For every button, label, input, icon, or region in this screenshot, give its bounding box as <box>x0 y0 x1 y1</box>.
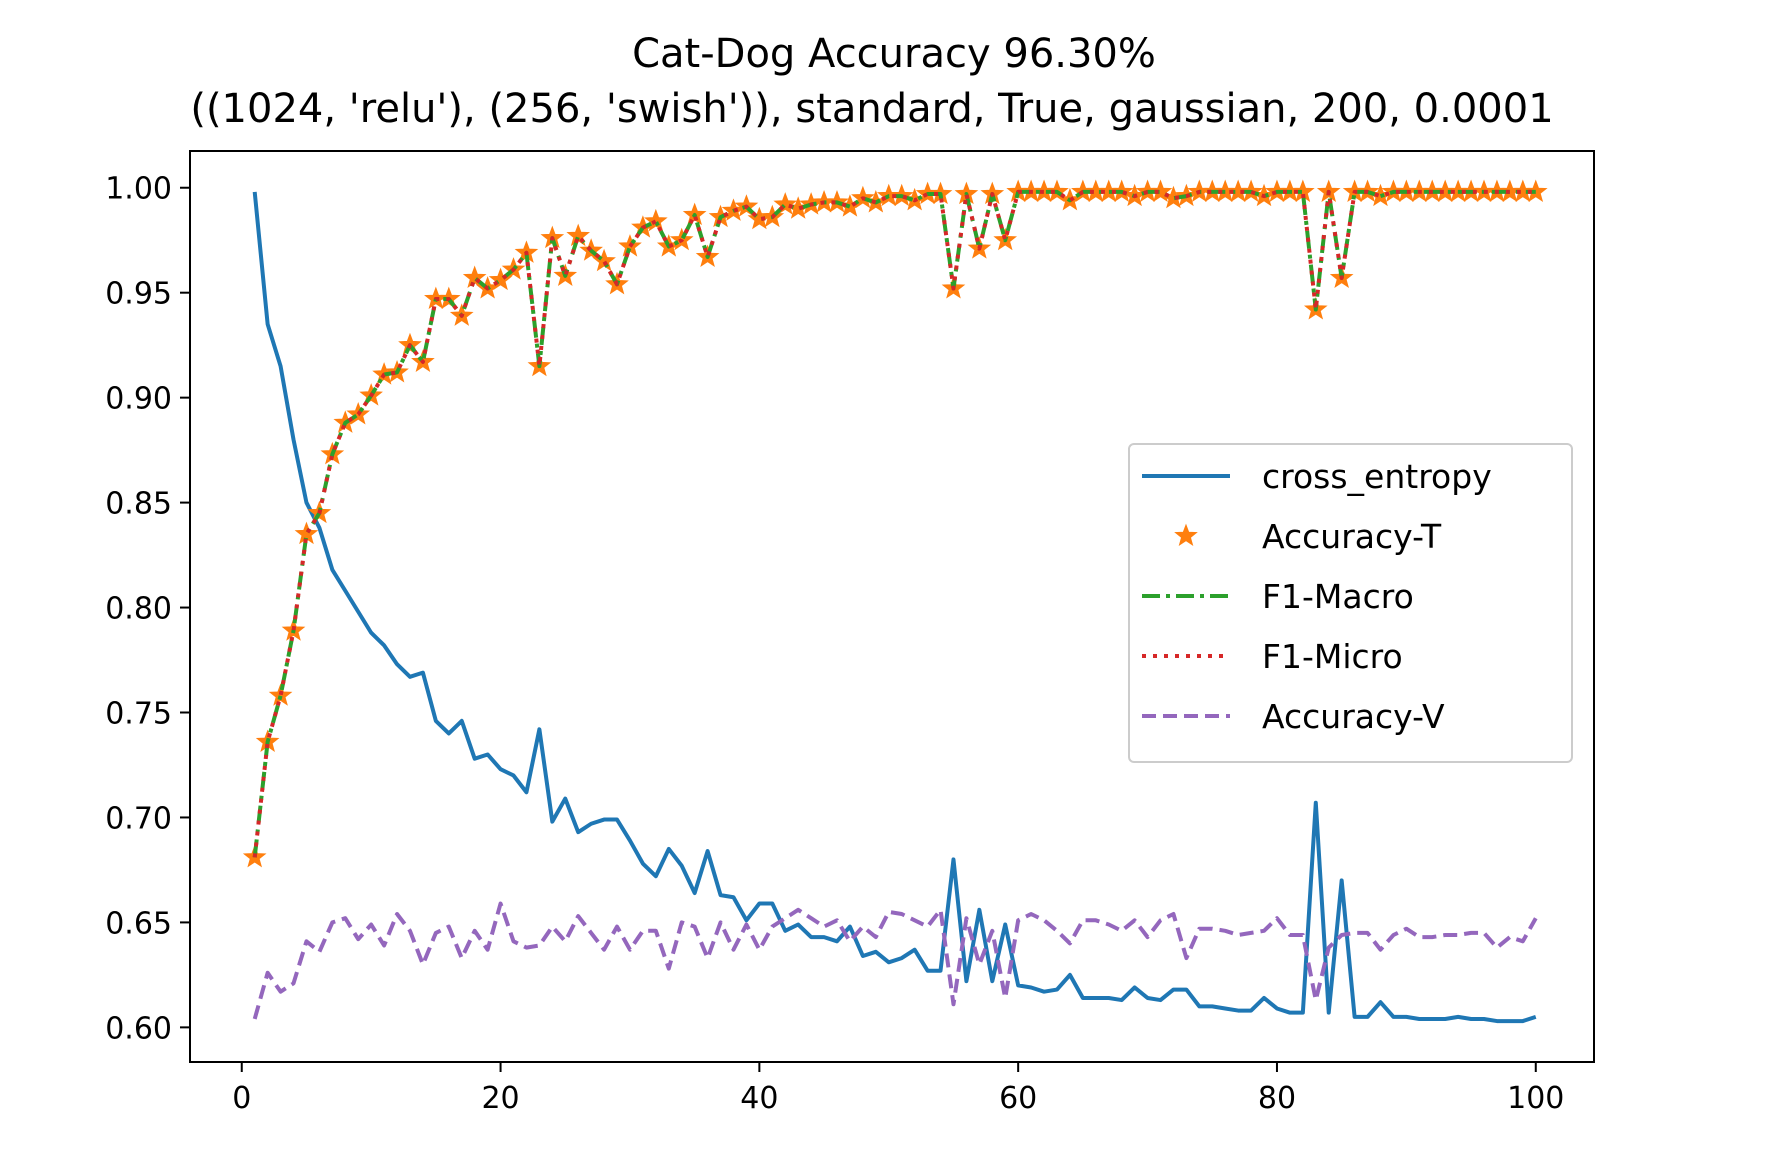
point-accuracy-t-18 <box>462 265 487 289</box>
legend-item-f1-micro: F1-Micro <box>1142 637 1403 676</box>
legend-item-accuracy-v: Accuracy-V <box>1142 697 1445 736</box>
y-tick-label-4: 0.80 <box>105 592 172 627</box>
legend-box <box>1128 443 1573 763</box>
series-f1-micro <box>252 189 1536 858</box>
legend-item-accuracy-t: Accuracy-T <box>1174 517 1442 556</box>
legend: cross_entropy Accuracy-T F1-Macro F1-Micro A… <box>1128 443 1573 763</box>
x-tick-label-0: 0 <box>232 1081 251 1116</box>
legend-item-f1-macro: F1-Macro <box>1142 577 1414 616</box>
y-tick-label-0: 0.60 <box>105 1011 172 1046</box>
y-tick-label-2: 0.70 <box>105 801 172 836</box>
ticks-layer: 0 20 40 60 80 100 0.60 0.65 0.70 0.75 0.80 0.85 0.90… <box>105 172 1564 1116</box>
line-f1-micro <box>252 189 1536 858</box>
legend-label-accuracy-t: Accuracy-T <box>1262 517 1442 556</box>
x-tick-label-1: 20 <box>481 1081 519 1116</box>
legend-label-accuracy-v: Accuracy-V <box>1262 697 1445 736</box>
point-accuracy-t-42 <box>773 192 798 215</box>
point-accuracy-t-32 <box>644 208 668 232</box>
x-tick-label-4: 80 <box>1258 1081 1296 1116</box>
legend-swatch-accuracy-t <box>1174 523 1198 547</box>
line-accuracy-v <box>252 901 1538 1020</box>
y-tick-label-5: 0.85 <box>105 487 172 522</box>
y-tick-label-7: 0.95 <box>105 277 172 312</box>
line-cross-entropy <box>252 191 1537 1024</box>
legend-item-cross-entropy: cross_entropy <box>1142 457 1492 496</box>
y-tick-label-3: 0.75 <box>105 697 172 732</box>
chart-subtitle: ((1024, 'relu'), (256, 'swish')), standa… <box>190 86 1553 132</box>
x-tick-label-3: 60 <box>999 1081 1037 1116</box>
legend-items: cross_entropy Accuracy-T F1-Macro F1-Micro A… <box>1142 457 1492 736</box>
y-tick-label-6: 0.90 <box>105 382 172 417</box>
x-tick-label-5: 100 <box>1507 1081 1564 1116</box>
y-tick-label-1: 0.65 <box>105 906 172 941</box>
series-accuracy-v <box>252 901 1538 1020</box>
x-tick-label-2: 40 <box>740 1081 778 1116</box>
point-accuracy-t-28 <box>592 248 616 272</box>
legend-label-f1-macro: F1-Macro <box>1262 577 1414 616</box>
series-layer <box>242 179 1548 1024</box>
chart-title: Cat-Dog Accuracy 96.30% <box>632 31 1156 77</box>
y-tick-label-8: 1.00 <box>105 172 172 207</box>
plot-frame <box>189 150 1595 1063</box>
legend-label-f1-micro: F1-Micro <box>1262 637 1403 676</box>
point-accuracy-t-71 <box>1148 179 1173 202</box>
legend-label-cross-entropy: cross_entropy <box>1262 457 1492 496</box>
series-cross-entropy <box>252 191 1537 1024</box>
